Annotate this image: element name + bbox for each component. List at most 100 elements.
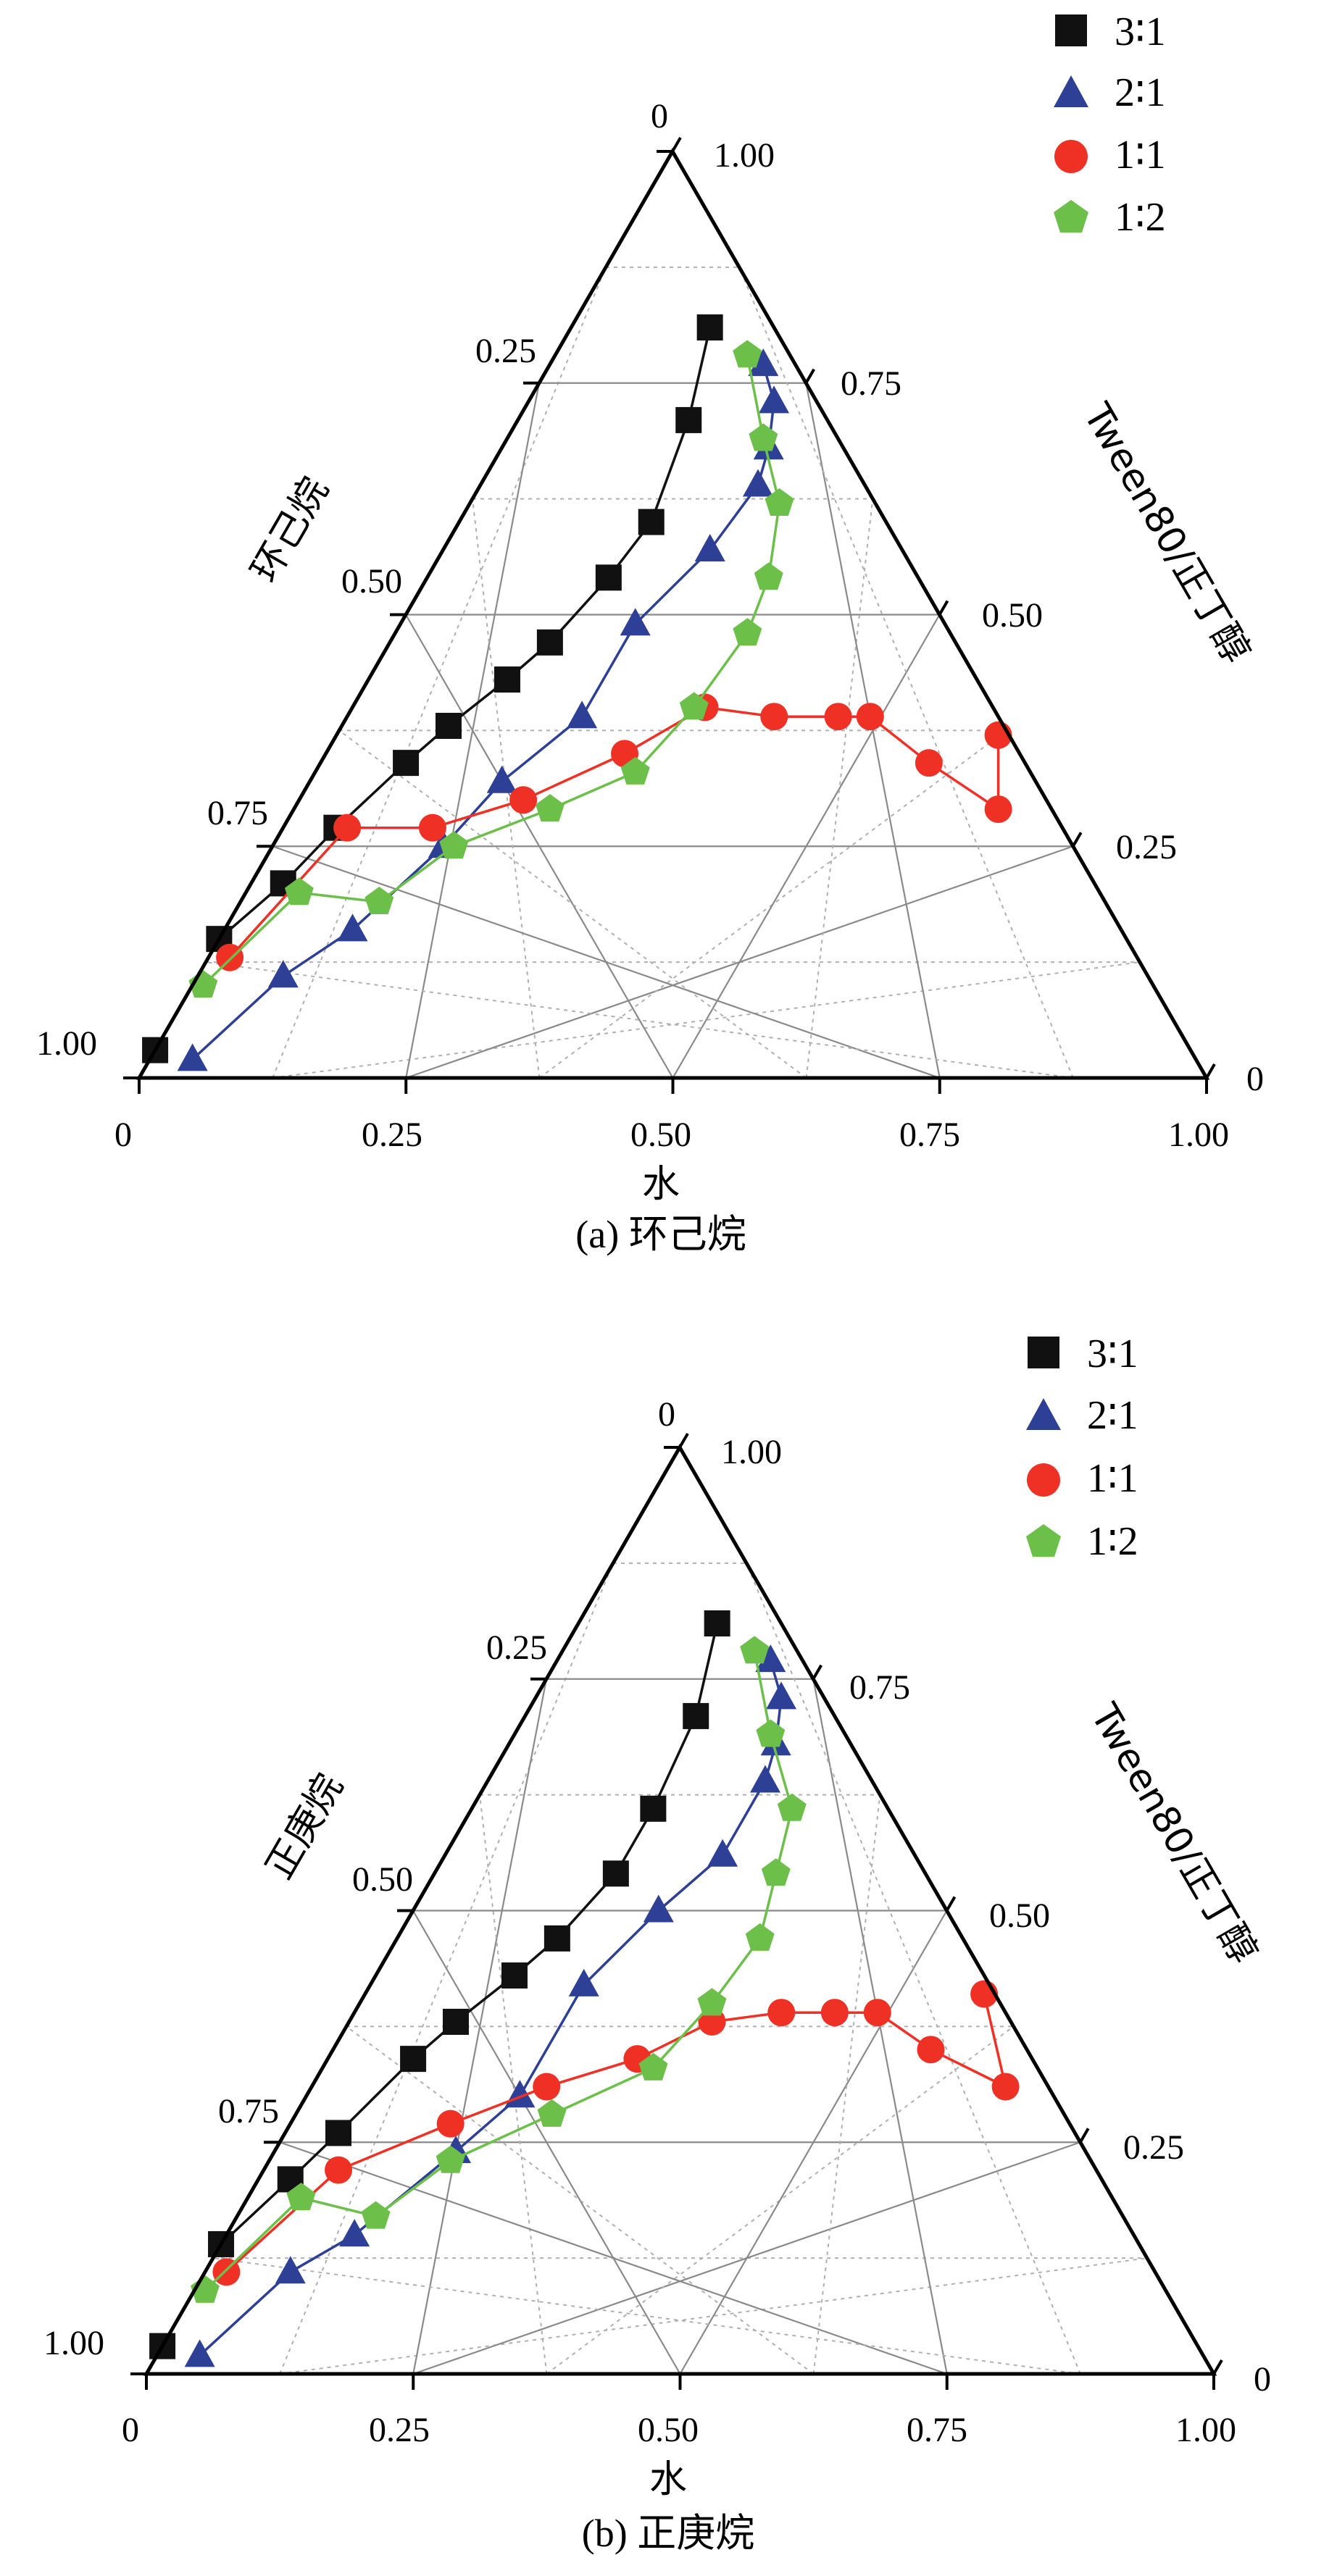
right-tick	[945, 1896, 957, 1912]
left-tick-label-1: 0.25	[475, 332, 536, 370]
legend-marker-s12	[1054, 200, 1088, 233]
right-tick-label-4: 0	[1254, 2360, 1271, 2399]
series-1-point-1	[267, 960, 299, 988]
legend-label-s12: 1∶2	[1087, 1519, 1138, 1564]
grid-line-major	[405, 614, 674, 1079]
series-3-point-3	[439, 831, 469, 859]
legend-marker-s11	[1054, 140, 1088, 173]
left-tick-label-0: 0	[658, 1395, 675, 1434]
series-line-2	[228, 706, 1000, 958]
grid-lines	[205, 266, 1141, 1079]
right-axis-title: Tween80/正丁醇	[1082, 1696, 1266, 1970]
left-axis-title: 环己烷	[243, 470, 337, 590]
series-0-point-7	[536, 629, 563, 656]
right-tick-label-0: 1.00	[721, 1433, 782, 1471]
series-0-point-6	[501, 1962, 528, 1989]
grid-line-major	[279, 2141, 948, 2375]
series-3-point-8	[761, 1858, 791, 1886]
right-tick-label-4: 0	[1246, 1060, 1264, 1098]
left-tick-label-3: 0.75	[207, 794, 268, 832]
series-2-point-8	[863, 1999, 891, 2027]
left-tick-label-4: 1.00	[43, 2324, 104, 2362]
series-3-point-2	[361, 2201, 391, 2229]
series-1-point-8	[750, 1765, 781, 1793]
series-3-point-2	[365, 887, 394, 914]
series-3-point-4	[536, 794, 565, 822]
grid-line-major	[412, 1910, 681, 2375]
bottom-tick-label-4: 1.00	[1168, 1116, 1229, 1154]
legend-marker-s21	[1026, 1398, 1061, 1430]
series-3-point-9	[777, 1793, 807, 1821]
grid-line-minor	[338, 729, 807, 1079]
series-layer	[142, 314, 1012, 1071]
series-0-point-9	[640, 1795, 667, 1822]
series-0-point-11	[696, 314, 723, 341]
series-0-point-5	[435, 712, 462, 739]
right-tick	[1205, 1063, 1216, 1079]
series-2-point-1	[333, 814, 362, 842]
series-2-point-0	[216, 943, 244, 971]
grid-line-minor	[346, 2025, 815, 2375]
series-3-point-11	[733, 340, 762, 368]
series-2-point-3	[509, 786, 538, 814]
right-tick-label-1: 0.75	[841, 364, 901, 403]
series-0-point-3	[325, 2120, 352, 2146]
series-0-point-4	[400, 2046, 427, 2073]
series-1-point-6	[643, 1894, 674, 1923]
legend-marker-s31	[1055, 14, 1087, 46]
grid-line-minor	[205, 961, 1074, 1079]
series-2-point-2	[418, 814, 446, 842]
grid-line-minor	[805, 498, 874, 1079]
legend: 3∶1 2∶1 1∶1 1∶2	[1054, 9, 1166, 240]
series-3-point-7	[745, 1923, 775, 1951]
series-3-point-5	[620, 756, 650, 785]
series-3-point-6	[679, 692, 709, 720]
series-1-point-7	[694, 533, 725, 561]
legend-marker-s12	[1026, 1524, 1061, 1557]
right-tick	[1079, 2128, 1090, 2144]
grid-line-major	[812, 1678, 948, 2375]
series-2-point-1	[325, 2156, 353, 2184]
left-tick-label-2: 0.50	[352, 1860, 413, 1899]
grid-line-minor	[272, 267, 607, 1079]
right-tick	[804, 368, 815, 384]
grid-line-minor	[738, 267, 1074, 1079]
series-3-point-3	[436, 2145, 465, 2173]
series-3-point-4	[537, 2099, 567, 2127]
series-3-point-11	[740, 1636, 770, 1664]
grid-line-minor	[746, 1563, 1081, 2375]
series-1-point-11	[748, 348, 779, 377]
series-3-point-10	[756, 1719, 786, 1747]
legend-label-s11: 1∶1	[1087, 1456, 1138, 1501]
bottom-tick-label-2: 0.50	[638, 2411, 699, 2449]
series-1-point-0	[177, 1043, 208, 1071]
series-1-point-7	[707, 1839, 738, 1867]
series-0-point-4	[393, 750, 420, 777]
series-1-point-8	[743, 469, 774, 497]
series-layer	[149, 1610, 1020, 2367]
legend-marker-s31	[1028, 1337, 1059, 1368]
right-tick	[938, 600, 949, 616]
series-1-point-1	[275, 2256, 306, 2284]
panel-caption: (a) 环己烷	[575, 1213, 746, 1256]
legend-marker-s21	[1054, 75, 1088, 107]
series-2-point-8	[856, 703, 884, 731]
series-1-point-2	[339, 2219, 370, 2247]
series-1-point-11	[755, 1644, 786, 1673]
bottom-tick-label-2: 0.50	[630, 1116, 691, 1154]
grid-line-major	[272, 845, 941, 1079]
grid-lines	[212, 1562, 1148, 2375]
series-line-1	[199, 1660, 783, 2357]
series-3-point-8	[754, 562, 783, 590]
series-3-point-5	[638, 2052, 668, 2081]
bottom-tick-label-1: 0.25	[369, 2411, 430, 2449]
series-2-point-9	[915, 749, 943, 777]
grid-line-minor	[812, 1794, 881, 2375]
grid-line-minor	[212, 2257, 1081, 2375]
right-tick	[812, 1664, 822, 1680]
panel-caption: (b) 正庚烷	[582, 2512, 754, 2555]
series-3-point-7	[733, 618, 762, 646]
left-tick-label-3: 0.75	[218, 2092, 279, 2130]
series-2-point-9	[917, 2036, 945, 2064]
